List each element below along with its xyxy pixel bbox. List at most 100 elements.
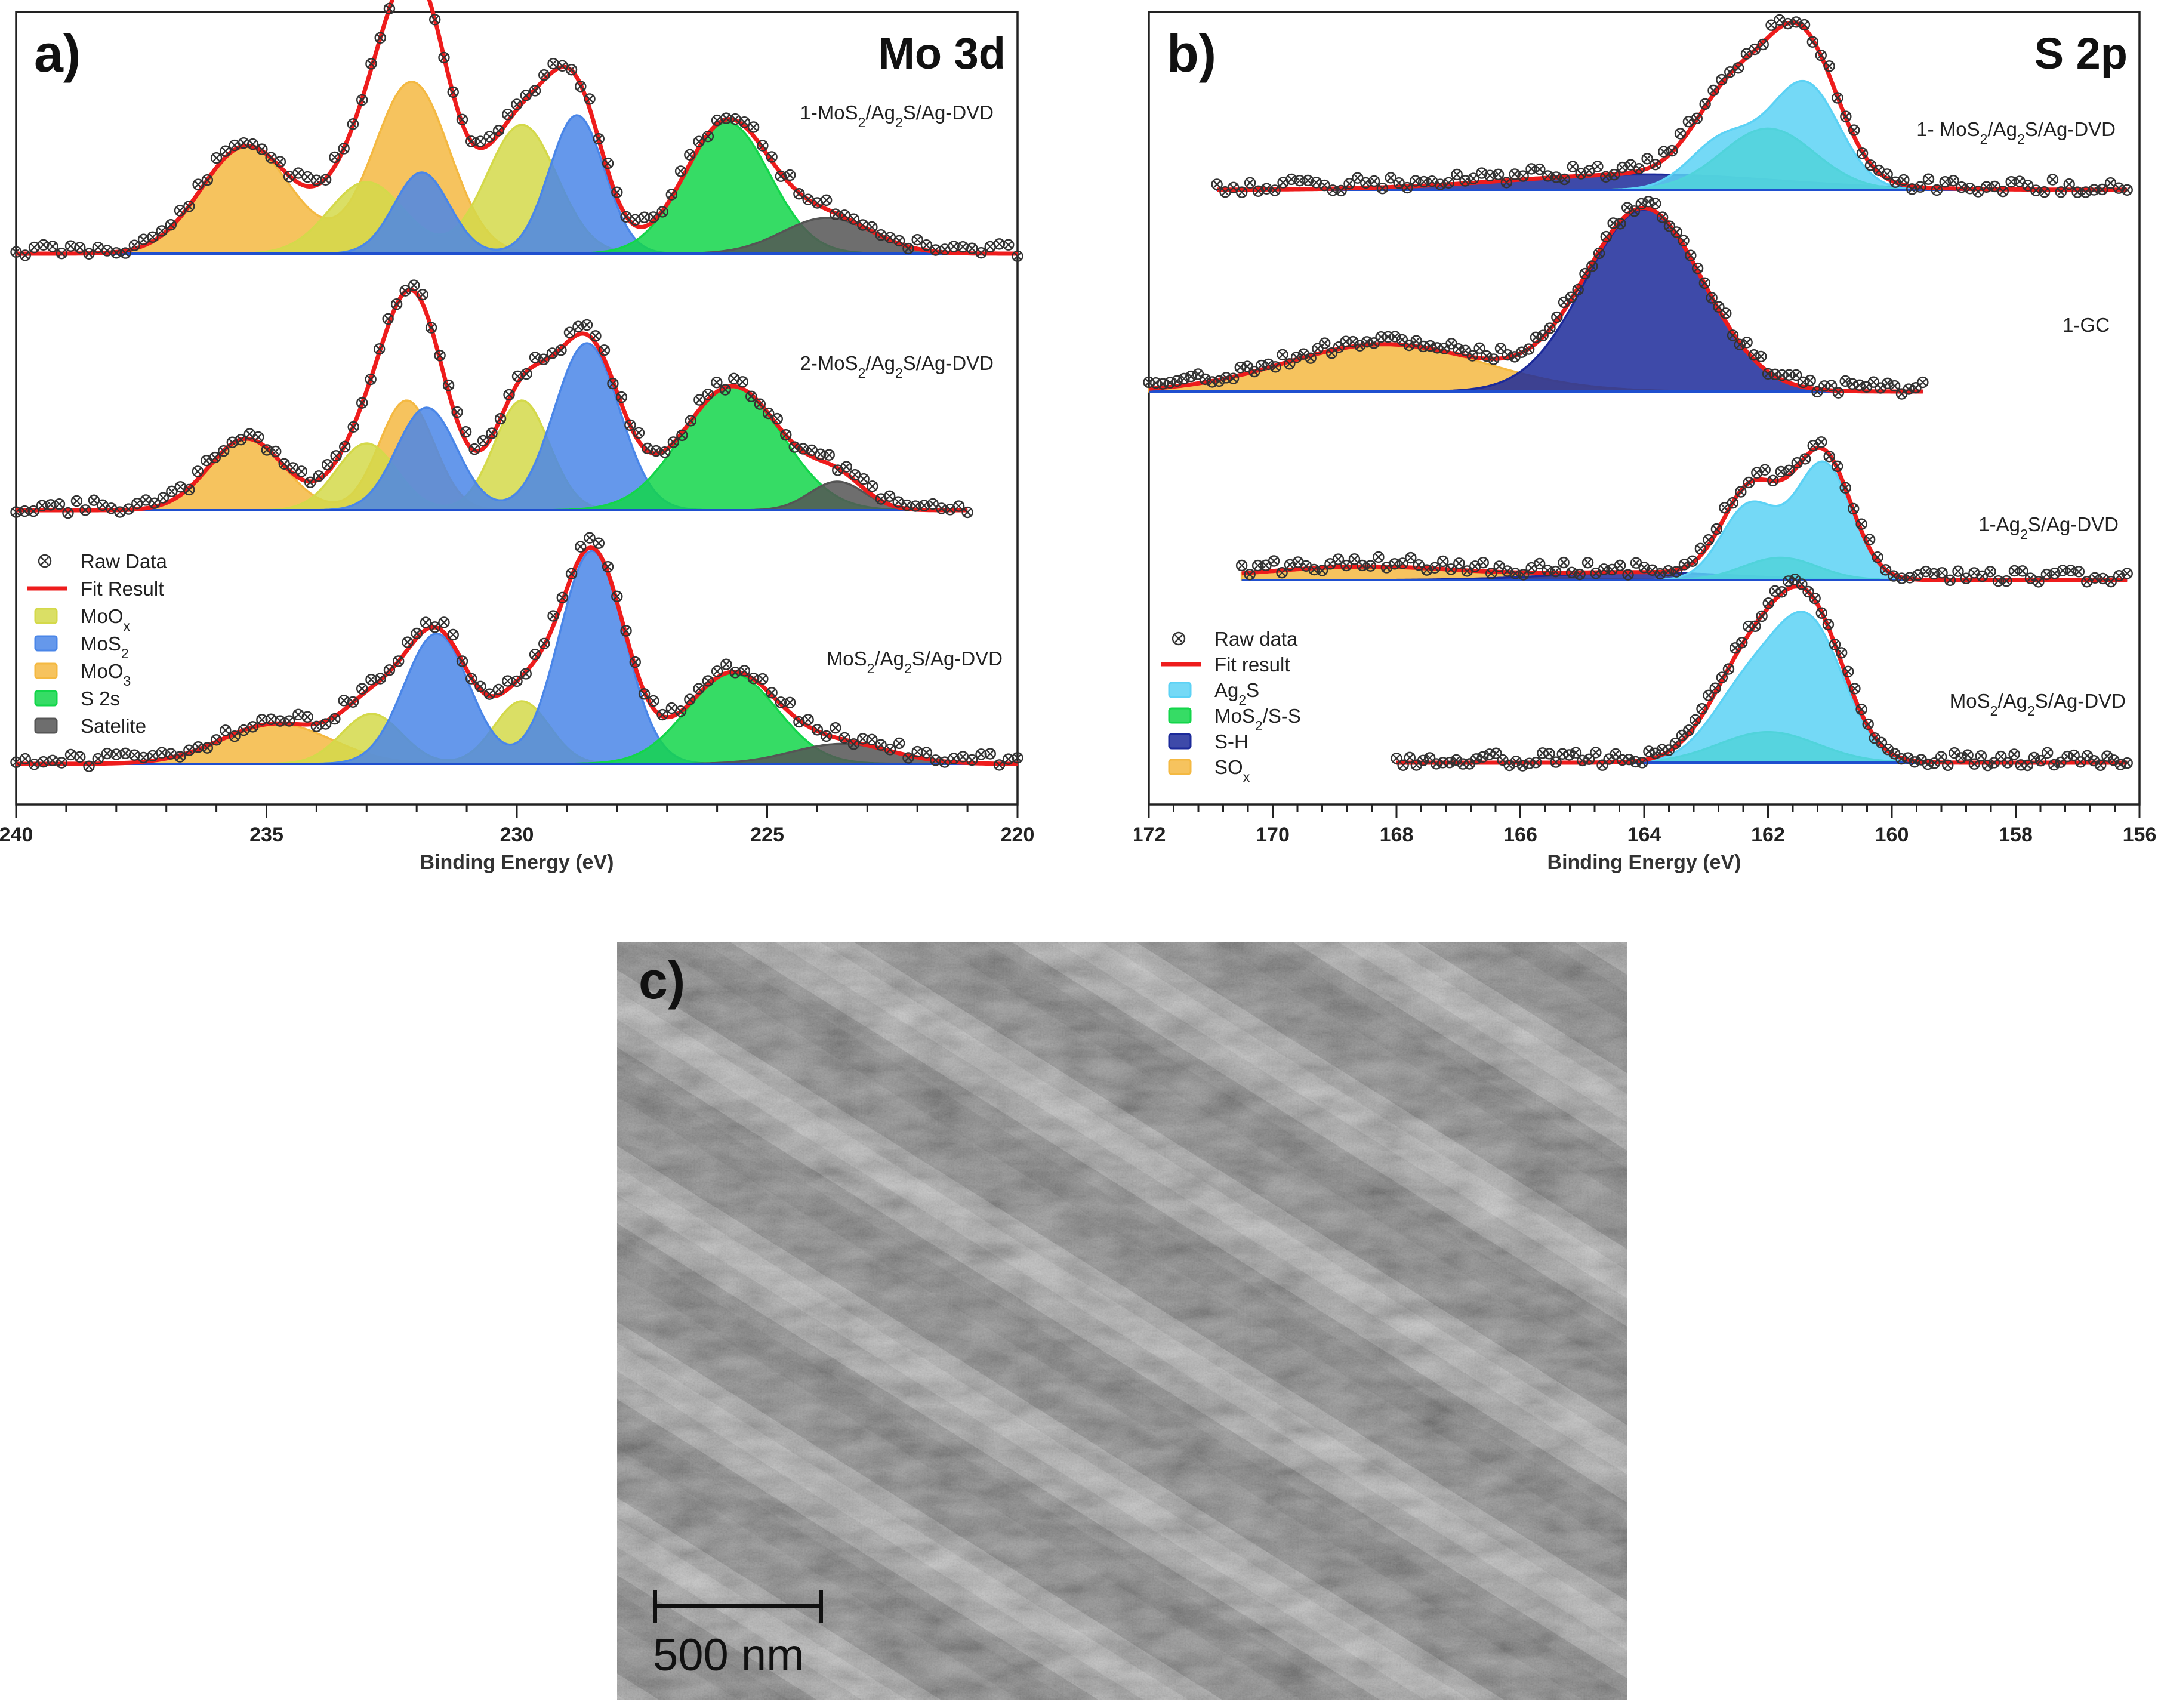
raw-data-point xyxy=(1567,161,1579,172)
raw-data-point xyxy=(256,143,268,155)
raw-data-point xyxy=(2046,174,2059,186)
raw-data-point xyxy=(1949,747,1960,759)
raw-data-point xyxy=(1442,177,1455,189)
raw-data-point xyxy=(1633,162,1645,175)
panel-letter: b) xyxy=(1167,24,1216,83)
raw-data-point xyxy=(615,391,628,403)
raw-data-point xyxy=(2021,759,2034,772)
raw-data-point xyxy=(468,443,480,455)
raw-data-point xyxy=(1550,171,1562,183)
raw-data-point xyxy=(1570,747,1582,759)
raw-data-point xyxy=(1003,753,1015,765)
x-tick-label: 162 xyxy=(1751,824,1785,846)
raw-data-point xyxy=(620,625,632,637)
legend-item: S-H xyxy=(1168,730,1248,753)
raw-data-point xyxy=(1642,195,1654,208)
legend-item: MoS2 xyxy=(34,633,129,661)
raw-data-point xyxy=(1244,568,1256,581)
raw-data-point xyxy=(1799,453,1811,465)
raw-data-point xyxy=(975,246,987,259)
raw-data-point xyxy=(693,135,705,147)
raw-data-point xyxy=(1509,168,1521,180)
raw-data-point xyxy=(502,675,514,687)
raw-data-point xyxy=(1696,702,1708,715)
raw-data-point xyxy=(246,721,259,733)
raw-data-point xyxy=(434,350,446,362)
raw-data-point xyxy=(1558,173,1571,186)
raw-data-point xyxy=(1762,597,1774,609)
raw-data-point xyxy=(1487,353,1500,365)
raw-data-point xyxy=(474,135,486,147)
raw-data-point xyxy=(788,441,800,453)
raw-data-point xyxy=(1790,369,1802,381)
raw-data-point xyxy=(1839,482,1851,494)
raw-data-point xyxy=(1643,745,1655,757)
raw-data-point xyxy=(638,211,651,223)
raw-data-point xyxy=(374,673,386,685)
raw-data-point xyxy=(1410,175,1422,187)
raw-data-point xyxy=(1727,497,1739,509)
raw-data-point xyxy=(1641,153,1653,165)
spectrum-2 xyxy=(1235,436,2133,588)
raw-data-point xyxy=(47,241,58,252)
raw-data-point xyxy=(156,225,168,237)
legend-label: S 2s xyxy=(81,687,120,710)
raw-data-point xyxy=(399,285,411,297)
raw-data-point xyxy=(2038,186,2051,198)
raw-data-point xyxy=(1658,146,1670,158)
raw-data-point xyxy=(2104,177,2117,189)
raw-data-point xyxy=(1590,747,1602,759)
raw-data-point xyxy=(1691,262,1704,275)
raw-data-point xyxy=(56,757,67,769)
legend-item: Satelite xyxy=(34,715,146,737)
raw-data-point xyxy=(642,442,653,455)
raw-data-point xyxy=(62,507,74,519)
raw-data-point xyxy=(1343,178,1355,190)
raw-data-point xyxy=(1854,379,1866,391)
raw-data-point xyxy=(1268,555,1280,567)
raw-data-point xyxy=(252,431,264,443)
raw-data-point xyxy=(1917,376,1929,389)
raw-data-point xyxy=(1952,565,1964,577)
raw-data-point xyxy=(2121,184,2133,196)
raw-data-point xyxy=(1650,198,1661,209)
raw-data-point xyxy=(1269,361,1281,373)
raw-data-point xyxy=(1468,172,1479,184)
raw-data-point xyxy=(1749,43,1761,56)
raw-data-point xyxy=(1756,610,1768,622)
raw-data-point xyxy=(474,680,486,692)
raw-data-point xyxy=(1663,744,1675,756)
raw-data-point xyxy=(1413,559,1425,571)
legend-label: Ag2S xyxy=(1214,679,1259,708)
raw-data-point xyxy=(1500,177,1513,189)
raw-data-point xyxy=(502,109,514,121)
raw-data-point xyxy=(866,733,878,746)
raw-data-point xyxy=(1269,184,1281,196)
raw-data-point xyxy=(838,732,850,744)
raw-data-point xyxy=(447,86,459,98)
raw-data-point xyxy=(901,499,913,511)
raw-data-point xyxy=(438,616,450,628)
raw-data-point xyxy=(1670,226,1682,238)
raw-data-point xyxy=(1815,607,1827,619)
raw-data-point xyxy=(780,429,792,441)
raw-data-point xyxy=(875,739,887,751)
trace-label: 1-GC xyxy=(2063,314,2110,336)
raw-data-point xyxy=(2121,757,2133,769)
raw-data-point xyxy=(1368,175,1380,187)
raw-data-point xyxy=(1811,386,1823,398)
raw-data-point xyxy=(246,138,259,150)
raw-data-point xyxy=(356,683,368,695)
raw-data-point xyxy=(866,221,878,233)
raw-data-point xyxy=(1988,757,2000,769)
raw-data-point xyxy=(1543,748,1555,760)
raw-data-point xyxy=(429,14,441,26)
raw-data-point xyxy=(624,419,636,431)
x-tick-label: 166 xyxy=(1503,824,1537,846)
raw-data-point xyxy=(1842,665,1854,678)
raw-data-point xyxy=(1775,465,1787,478)
raw-data-point xyxy=(338,143,350,155)
raw-data-point xyxy=(1666,144,1678,157)
raw-data-point xyxy=(1650,158,1661,171)
raw-data-point xyxy=(38,756,50,768)
